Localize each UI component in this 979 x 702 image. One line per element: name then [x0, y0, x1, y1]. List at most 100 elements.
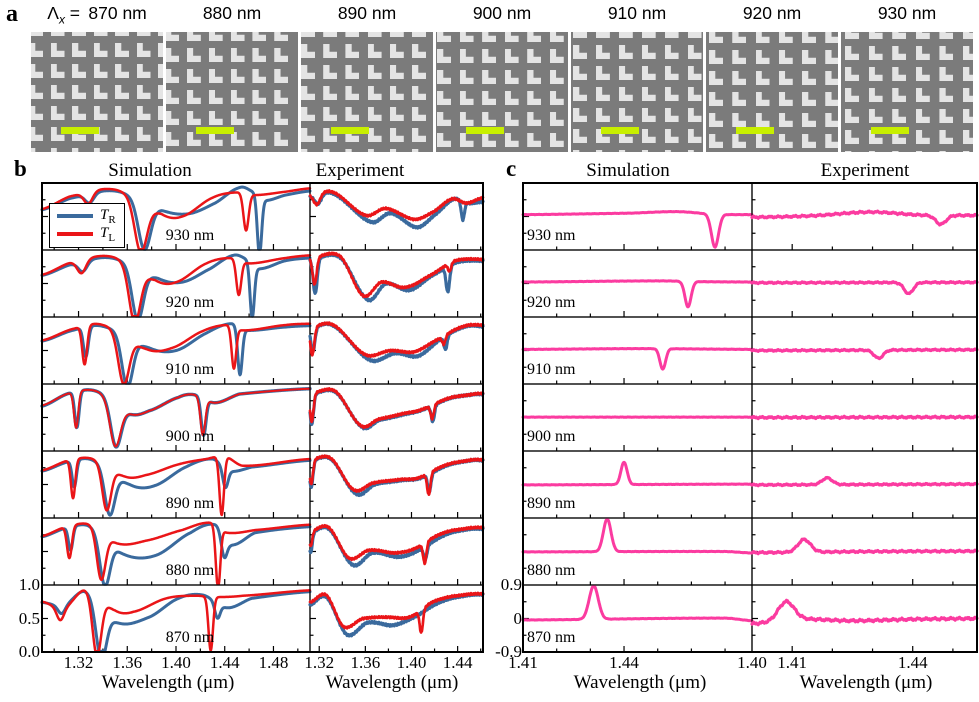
l-shape-resonator [504, 70, 519, 84]
period-value: 930 nm [877, 3, 937, 23]
l-shape-resonator [136, 106, 151, 120]
period-label: 890 nm [338, 3, 396, 24]
period-row-label: 890 nm [527, 495, 576, 512]
sem-image-tile [841, 32, 973, 152]
l-shape-resonator [778, 50, 793, 64]
spectrum-curve [308, 524, 485, 568]
l-shape-resonator [641, 108, 656, 122]
l-shape-resonator [323, 86, 338, 100]
l-shape-resonator [437, 49, 451, 63]
l-shape-resonator [527, 70, 542, 84]
l-shape-resonator [158, 85, 163, 99]
x-tick-label: 1.41 [508, 653, 538, 672]
l-shape-resonator [136, 85, 151, 99]
l-shape-resonator [274, 32, 289, 41]
sem-image-tile [571, 32, 703, 152]
spectrum-curve [750, 475, 979, 488]
l-shape-resonator [527, 49, 542, 63]
sem-image-tile [706, 32, 838, 152]
period-label: 910 nm [608, 3, 666, 24]
l-shape-resonator [31, 32, 43, 36]
l-shape-resonator [323, 44, 338, 58]
legend: TR TL [49, 203, 125, 248]
l-shape-resonator [389, 44, 404, 58]
l-shape-resonator [778, 32, 793, 43]
scale-bar [331, 127, 369, 134]
spectrum-curve [521, 585, 754, 623]
l-shape-resonator [367, 86, 382, 100]
l-shape-resonator [709, 92, 723, 106]
l-shape-resonator [389, 86, 404, 100]
l-shape-resonator [618, 32, 633, 38]
x-tick-label: 1.44 [209, 653, 240, 672]
l-shape-resonator [573, 66, 587, 80]
l-shape-resonator [732, 71, 747, 85]
x-tick-label: 1.32 [63, 653, 94, 672]
l-shape-resonator [274, 90, 289, 104]
panel-b-simulation-title: Simulation [108, 160, 192, 181]
l-shape-resonator [549, 133, 564, 147]
l-shape-resonator [664, 108, 679, 122]
l-shape-resonator [274, 48, 289, 62]
l-shape-resonator [208, 90, 223, 104]
l-shape-resonator [482, 112, 497, 126]
l-shape-resonator [50, 43, 65, 57]
period-label: 880 nm [203, 3, 261, 24]
l-shape-resonator [31, 127, 43, 141]
y-tick-label: -0.9 [495, 642, 522, 661]
l-shape-resonator [115, 85, 129, 99]
l-shape-resonator [641, 45, 656, 59]
l-shape-resonator [687, 150, 702, 152]
l-shape-resonator [939, 32, 954, 39]
l-shape-resonator [136, 43, 151, 57]
l-shape-resonator [939, 151, 954, 152]
l-shape-resonator [618, 108, 633, 122]
l-shape-resonator [115, 32, 129, 36]
panel-c-simulation-title: Simulation [586, 160, 670, 181]
spectrum-curve [750, 598, 979, 627]
l-shape-resonator [72, 32, 86, 36]
l-shape-resonator [301, 86, 315, 100]
l-shape-resonator [323, 32, 338, 37]
l-shape-resonator [845, 46, 859, 60]
l-shape-resonator [412, 44, 426, 58]
l-shape-resonator [573, 129, 587, 143]
tl-label: TL [100, 224, 116, 244]
l-shape-resonator [573, 45, 587, 59]
l-shape-resonator [158, 148, 163, 152]
l-shape-resonator [802, 50, 816, 64]
l-shape-resonator [345, 32, 360, 37]
l-shape-resonator [31, 148, 43, 152]
l-shape-resonator [412, 149, 426, 152]
l-shape-resonator [915, 88, 930, 102]
spectrum-curve [308, 523, 485, 566]
legend-entry-tr: TR [57, 207, 116, 226]
l-shape-resonator [868, 151, 883, 152]
l-shape-resonator [230, 90, 245, 104]
l-shape-resonator [641, 66, 656, 80]
l-shape-resonator [915, 32, 930, 39]
l-shape-resonator [778, 113, 793, 127]
l-shape-resonator [301, 44, 315, 58]
l-shape-resonator [845, 151, 859, 152]
panel-c-label: c [506, 156, 517, 181]
l-shape-resonator [166, 90, 179, 104]
l-shape-resonator [389, 32, 404, 37]
l-shape-resonator [892, 67, 907, 81]
l-shape-resonator [755, 92, 770, 106]
l-shape-resonator [892, 151, 907, 152]
l-shape-resonator [939, 88, 954, 102]
l-shape-resonator [345, 107, 360, 121]
period-value: 890 nm [337, 3, 397, 23]
tl-line-sample [57, 232, 93, 236]
spectrum-curve [521, 346, 754, 371]
period-value: 910 nm [607, 3, 667, 23]
l-shape-resonator [595, 108, 610, 122]
sem-image-tile [436, 32, 568, 152]
l-shape-resonator [301, 32, 315, 37]
y-tick-label: 1.0 [18, 575, 40, 594]
l-shape-resonator [136, 127, 151, 141]
panel-c-experiment-title: Experiment [820, 160, 910, 181]
spectrum-curve [40, 521, 312, 586]
